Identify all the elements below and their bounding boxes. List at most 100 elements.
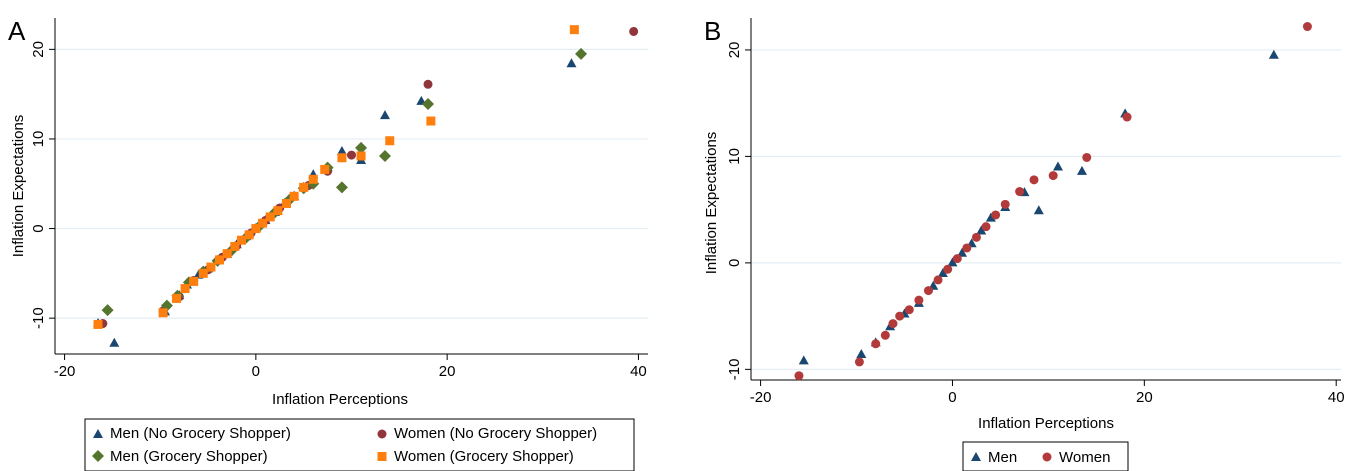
panel-a-points bbox=[93, 25, 639, 347]
panel-b: B -20 0 20 40 -10 0 10 20 Inflation Perceptions… bbox=[703, 16, 1345, 471]
data-point-diamond bbox=[335, 181, 348, 194]
data-point-circle bbox=[904, 305, 914, 315]
data-point-triangle bbox=[957, 247, 968, 257]
data-point-triangle bbox=[937, 268, 948, 278]
data-point-square bbox=[273, 206, 283, 216]
data-point-square bbox=[171, 293, 181, 303]
data-point-circle bbox=[943, 264, 953, 274]
data-point-circle bbox=[423, 79, 433, 89]
panel-b-y-axis-label: Inflation Expectations bbox=[703, 132, 720, 275]
data-point-triangle bbox=[1076, 165, 1087, 175]
legend-triangle-marker bbox=[93, 429, 103, 438]
data-point-circle bbox=[914, 295, 924, 305]
data-point-square bbox=[180, 284, 190, 294]
data-point-circle bbox=[981, 222, 991, 232]
data-point-square bbox=[356, 151, 366, 161]
x-tick-label: 40 bbox=[1328, 389, 1345, 406]
data-point-diamond bbox=[575, 47, 588, 60]
data-point-diamond bbox=[355, 141, 368, 154]
data-point-square bbox=[426, 116, 436, 126]
data-point-circle bbox=[895, 311, 905, 321]
legend-circle-marker bbox=[1042, 452, 1052, 462]
data-point-circle bbox=[1029, 175, 1039, 185]
panel-a-axes: -20 0 20 40 -10 0 10 20 bbox=[30, 18, 648, 380]
data-point-diamond bbox=[378, 149, 391, 162]
data-point-square bbox=[251, 224, 261, 234]
data-point-triangle bbox=[336, 146, 347, 156]
panel-b-x-axis-label: Inflation Perceptions bbox=[978, 415, 1114, 432]
data-point-circle bbox=[347, 150, 356, 160]
data-point-circle bbox=[1015, 187, 1025, 197]
data-point-triangle bbox=[976, 225, 987, 235]
data-point-square bbox=[337, 153, 347, 163]
x-tick-label: -20 bbox=[54, 363, 76, 380]
legend-triangle-marker bbox=[971, 452, 981, 461]
data-point-triangle bbox=[109, 337, 120, 347]
data-point-circle bbox=[991, 210, 1001, 220]
y-tick-label: 20 bbox=[30, 41, 47, 58]
data-point-square bbox=[158, 308, 168, 318]
data-point-triangle bbox=[985, 212, 996, 222]
x-tick-label: 20 bbox=[1136, 389, 1153, 406]
data-point-square bbox=[569, 25, 579, 35]
legend-diamond-marker bbox=[92, 450, 104, 462]
data-point-square bbox=[215, 255, 225, 265]
data-point-circle bbox=[933, 275, 943, 285]
data-point-circle bbox=[1048, 171, 1058, 181]
data-point-triangle bbox=[856, 348, 867, 358]
data-point-square bbox=[258, 218, 268, 228]
data-point-square bbox=[320, 164, 330, 174]
data-point-square bbox=[244, 230, 254, 240]
x-tick-label: -20 bbox=[750, 389, 772, 406]
panel-a-y-axis-label: Inflation Expectations bbox=[10, 115, 27, 258]
data-point-square bbox=[299, 182, 309, 192]
panel-a-legend: Men (No Grocery Shopper) Women (No Groce… bbox=[84, 418, 635, 471]
panel-a-gridlines bbox=[55, 48, 648, 319]
data-point-circle bbox=[1000, 199, 1010, 209]
legend-label-women: Women bbox=[1059, 449, 1110, 466]
data-point-circle bbox=[794, 371, 804, 381]
data-point-diamond bbox=[422, 98, 435, 111]
legend-label-men-no-grocery: Men (No Grocery Shopper) bbox=[110, 425, 291, 442]
data-point-circle bbox=[871, 339, 881, 349]
data-point-square bbox=[230, 241, 240, 251]
data-point-circle bbox=[923, 286, 933, 296]
data-point-circle bbox=[1122, 112, 1132, 122]
data-point-circle bbox=[1302, 22, 1312, 32]
data-point-square bbox=[265, 212, 275, 222]
data-point-square bbox=[237, 235, 247, 245]
legend-circle-marker bbox=[377, 429, 387, 439]
data-point-triangle bbox=[947, 257, 958, 267]
data-point-circle bbox=[854, 357, 864, 367]
data-point-square bbox=[222, 249, 232, 259]
data-point-circle bbox=[952, 254, 962, 264]
y-tick-label: 10 bbox=[30, 131, 47, 148]
panel-a-x-axis-label: Inflation Perceptions bbox=[272, 391, 408, 408]
data-point-square bbox=[385, 136, 395, 146]
data-point-square bbox=[206, 262, 216, 272]
data-point-square bbox=[189, 276, 199, 286]
legend-label-men-grocery: Men (Grocery Shopper) bbox=[110, 448, 268, 465]
data-point-triangle bbox=[1033, 205, 1044, 215]
y-tick-label: -10 bbox=[726, 359, 743, 381]
data-point-square bbox=[198, 268, 208, 278]
x-tick-label: 20 bbox=[439, 363, 456, 380]
x-tick-label: 0 bbox=[252, 363, 260, 380]
data-point-circle bbox=[962, 243, 972, 253]
y-tick-label: 20 bbox=[726, 42, 743, 59]
legend-label-men: Men bbox=[988, 449, 1017, 466]
data-point-circle bbox=[971, 232, 981, 242]
panel-a-legend-box bbox=[84, 418, 635, 471]
y-tick-label: 10 bbox=[726, 148, 743, 165]
data-point-square bbox=[281, 198, 291, 208]
data-point-square bbox=[93, 319, 103, 329]
data-point-circle bbox=[880, 330, 890, 340]
y-tick-label: -10 bbox=[30, 307, 47, 329]
panel-a-letter: A bbox=[8, 16, 26, 46]
panel-a-plot-area bbox=[55, 18, 648, 354]
panel-b-points bbox=[794, 22, 1312, 381]
data-point-diamond bbox=[101, 304, 114, 317]
data-point-triangle bbox=[1052, 161, 1063, 171]
data-point-circle bbox=[629, 26, 639, 36]
